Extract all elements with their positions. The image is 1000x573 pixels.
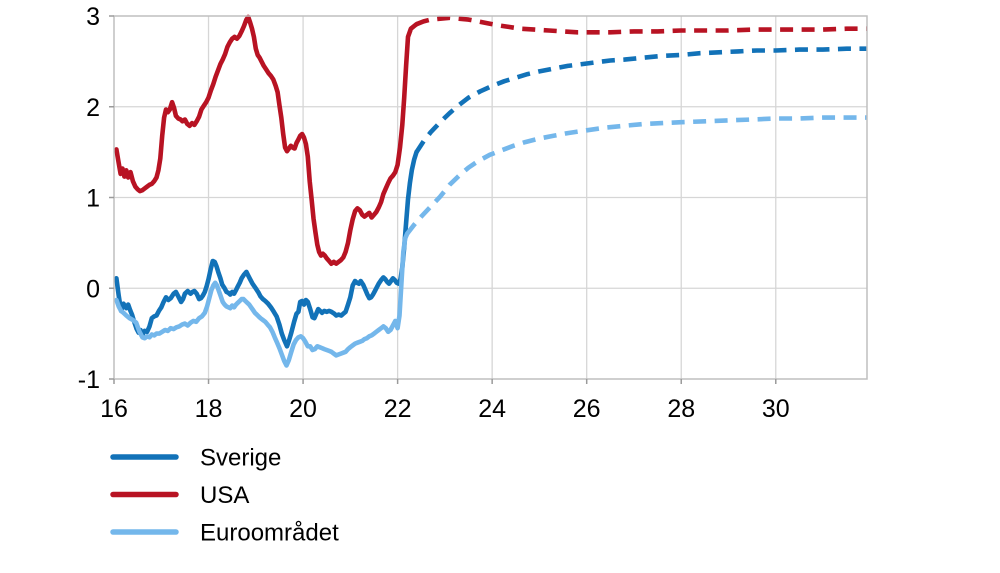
series-usa-history-line (114, 14, 419, 266)
series-euroomr-det-forecast-line (405, 115, 867, 236)
y-axis-tick-label: 3 (86, 3, 100, 31)
x-axis-tick-label: 18 (195, 395, 223, 423)
plot-frame (109, 15, 868, 384)
y-axis-tick-label: 1 (86, 185, 100, 213)
x-axis-tick-label: 26 (573, 395, 601, 423)
chart-legend: Sverige USA Euroområdet (110, 445, 339, 547)
grid-layer (114, 16, 867, 379)
x-axis-tick-label: 24 (478, 395, 506, 423)
series-sverige-history-line (114, 149, 419, 349)
series-euroomr-det-history-line (114, 231, 410, 368)
x-axis-tick-label: 28 (667, 395, 695, 423)
legend-label-usa: USA (200, 482, 249, 509)
series-layer (114, 14, 867, 368)
y-axis-tick-label: -1 (78, 366, 100, 394)
axis-labels: 16 18 20 22 24 26 28 30 -1 0 1 2 3 (78, 3, 790, 423)
legend-label-sverige: Sverige (200, 445, 281, 472)
legend-label-euroomr-det: Euroområdet (200, 520, 339, 547)
x-axis-tick-label: 22 (384, 395, 412, 423)
y-axis-tick-label: 0 (86, 275, 100, 303)
x-axis-tick-label: 30 (762, 395, 790, 423)
series-usa-forecast-line (415, 15, 867, 35)
x-axis-tick-label: 16 (100, 395, 128, 423)
series-sverige-forecast-line (414, 46, 867, 154)
y-axis-tick-label: 2 (86, 94, 100, 122)
x-axis-tick-label: 20 (289, 395, 317, 423)
